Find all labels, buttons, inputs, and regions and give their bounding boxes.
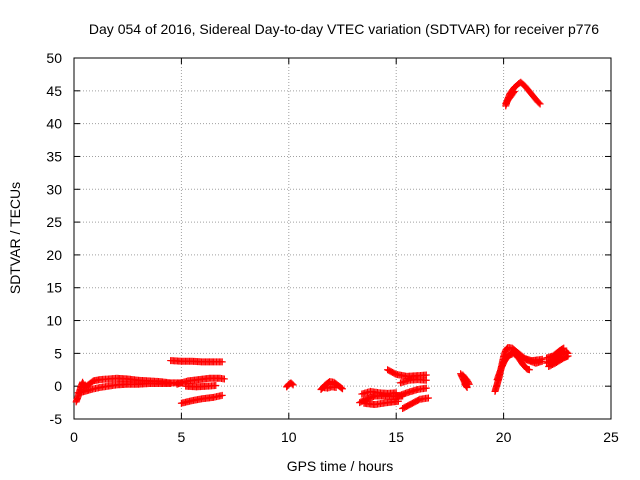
data-point bbox=[510, 87, 518, 95]
data-point bbox=[535, 99, 543, 107]
series-3 bbox=[317, 378, 346, 393]
x-tick-label: 25 bbox=[603, 429, 619, 445]
y-tick-label: 45 bbox=[46, 83, 62, 99]
data-point bbox=[560, 344, 568, 352]
x-tick-label: 20 bbox=[496, 429, 512, 445]
data-point bbox=[339, 385, 346, 393]
x-axis-label: GPS time / hours bbox=[287, 458, 394, 474]
plot-frame bbox=[73, 57, 612, 420]
y-tick-label: 0 bbox=[54, 378, 62, 394]
y-tick-label: 5 bbox=[54, 345, 62, 361]
data-point bbox=[422, 376, 430, 384]
x-tick-label: 5 bbox=[178, 429, 186, 445]
data-point bbox=[218, 391, 226, 399]
data-point bbox=[509, 89, 517, 97]
series-5 bbox=[457, 370, 473, 391]
data-point bbox=[212, 382, 220, 390]
data-point bbox=[508, 350, 516, 358]
series-4 bbox=[356, 366, 432, 412]
axis-ticks bbox=[73, 57, 612, 420]
series-2 bbox=[283, 379, 297, 391]
data-point bbox=[167, 380, 175, 388]
y-tick-label: 40 bbox=[46, 116, 62, 132]
data-point bbox=[289, 381, 297, 389]
data-points bbox=[72, 78, 572, 412]
data-point bbox=[559, 345, 567, 353]
data-point bbox=[288, 380, 296, 388]
chart-title: Day 054 of 2016, Sidereal Day-to-day VTE… bbox=[89, 21, 599, 37]
data-point bbox=[218, 358, 226, 366]
series-7 bbox=[502, 78, 544, 110]
x-tick-label: 15 bbox=[388, 429, 404, 445]
data-point bbox=[332, 383, 340, 391]
series-1 bbox=[72, 357, 228, 407]
y-tick-labels: -5 0 5 10 15 20 25 30 35 40 45 50 bbox=[46, 50, 62, 427]
data-point bbox=[220, 375, 228, 383]
y-tick-label: 25 bbox=[46, 214, 62, 230]
data-point bbox=[538, 357, 546, 365]
x-tick-label: 0 bbox=[70, 429, 78, 445]
grid-lines bbox=[74, 58, 611, 419]
data-point bbox=[564, 352, 572, 360]
data-point bbox=[465, 379, 473, 387]
x-tick-labels: 0 5 10 15 20 25 bbox=[70, 429, 619, 445]
data-point bbox=[536, 100, 544, 108]
y-tick-label: 30 bbox=[46, 181, 62, 197]
data-point bbox=[422, 384, 430, 392]
data-point bbox=[424, 394, 432, 402]
y-tick-label: -5 bbox=[50, 411, 63, 427]
y-tick-label: 15 bbox=[46, 280, 62, 296]
y-axis-label: SDTVAR / TECUs bbox=[7, 182, 23, 294]
data-point bbox=[465, 380, 473, 388]
data-point bbox=[525, 366, 533, 374]
y-tick-label: 20 bbox=[46, 247, 62, 263]
x-tick-label: 10 bbox=[281, 429, 297, 445]
series-6 bbox=[491, 343, 572, 395]
y-tick-label: 50 bbox=[46, 50, 62, 66]
y-tick-label: 35 bbox=[46, 148, 62, 164]
y-tick-label: 10 bbox=[46, 313, 62, 329]
